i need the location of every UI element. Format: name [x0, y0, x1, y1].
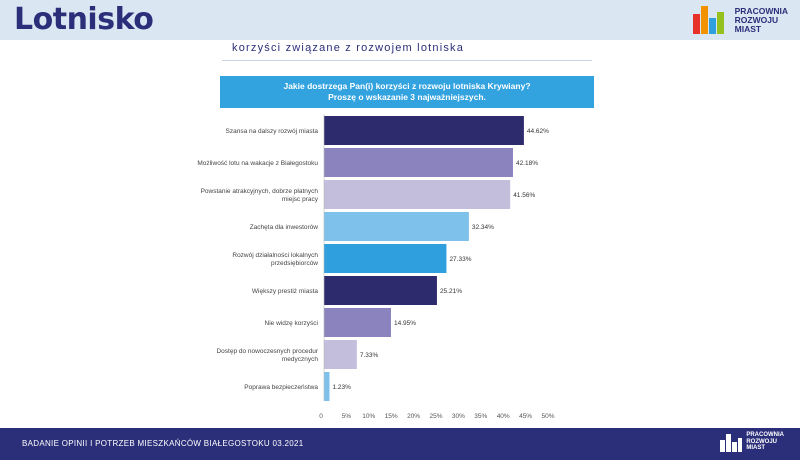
- logo-bars-icon: [692, 6, 729, 34]
- footer-logo-line-2: ROZWOJU: [746, 438, 777, 445]
- x-tick-label-1: 5%: [342, 413, 352, 420]
- value-label-9: 1.23%: [333, 384, 352, 391]
- footer-logo: PRACOWNIA ROZWOJU MIAST: [720, 432, 784, 452]
- page-title: Lotnisko: [14, 2, 154, 37]
- value-label-4: 32.34%: [472, 224, 494, 231]
- brand-logo: PRACOWNIA ROZWOJU MIAST: [692, 6, 788, 34]
- logo-text: PRACOWNIA ROZWOJU MIAST: [735, 7, 788, 34]
- bar-2: [324, 148, 513, 177]
- value-label-8: 7.33%: [360, 352, 379, 359]
- bar-8: [324, 340, 357, 369]
- value-label-7: 14.95%: [394, 320, 416, 327]
- category-label-8: Dostęp do nowoczesnych procedur medycznyc…: [216, 348, 318, 363]
- logo-line-2: ROZWOJU: [734, 15, 779, 25]
- bar-7: [324, 308, 391, 337]
- category-label-4: Zachęta dla inwestorów: [250, 224, 319, 231]
- footer-text: BADANIE OPINII I POTRZEB MIESZKAŃCÓW BIA…: [22, 439, 304, 448]
- bar-9: [324, 372, 330, 401]
- value-label-2: 42.18%: [516, 160, 538, 167]
- subtitle-divider: [222, 60, 592, 61]
- bar-5: [324, 244, 447, 273]
- x-tick-label-8: 40%: [497, 413, 510, 420]
- bar-6: [324, 276, 437, 305]
- category-label-1: Szansa na dalszy rozwój miasta: [226, 128, 319, 135]
- question-line-1: Jakie dostrzega Pan(i) korzyści z rozwoj…: [283, 81, 531, 91]
- question-line-2: Proszę o wskazanie 3 najważniejszych.: [328, 92, 486, 102]
- footer-logo-line-1: PRACOWNIA: [746, 432, 784, 438]
- x-tick-label-0: 0: [319, 413, 323, 420]
- section-subtitle: korzyści związane z rozwojem lotniska: [232, 42, 465, 54]
- category-label-9: Poprawa bezpieczeństwa: [244, 384, 318, 391]
- bar-3: [324, 180, 511, 209]
- x-tick-label-10: 50%: [541, 413, 554, 420]
- footer-logo-bars-icon: [720, 433, 743, 452]
- bar-4: [324, 212, 469, 241]
- footer-logo-text: PRACOWNIA ROZWOJU MIAST: [746, 432, 784, 452]
- x-tick-label-6: 30%: [452, 413, 465, 420]
- footer-logo-line-3: MIAST: [746, 445, 765, 451]
- x-tick-label-3: 15%: [385, 413, 398, 420]
- value-label-3: 41.56%: [513, 192, 535, 199]
- x-tick-label-4: 20%: [407, 413, 420, 420]
- x-tick-label-5: 25%: [429, 413, 442, 420]
- bar-1: [324, 116, 524, 145]
- category-label-6: Większy prestiż miasta: [252, 288, 318, 295]
- category-label-3: Powstanie atrakcyjnych, dobrze płatnych m…: [201, 188, 319, 203]
- footer-bar: BADANIE OPINII I POTRZEB MIESZKAŃCÓW BIA…: [0, 428, 800, 460]
- header-bar: Lotnisko PRACOWNIA ROZWOJU MIAST: [0, 0, 800, 40]
- logo-line-1: PRACOWNIA: [734, 6, 788, 16]
- bar-chart: 44.62% Szansa na dalszy rozwój miasta 42.1…: [197, 114, 555, 420]
- x-tick-label-9: 45%: [519, 413, 532, 420]
- x-tick-label-2: 10%: [362, 413, 375, 420]
- logo-line-3: MIAST: [734, 24, 762, 34]
- value-label-1: 44.62%: [527, 128, 549, 135]
- category-label-2: Możliwość lotu na wakacje z Białegostoku: [197, 160, 318, 167]
- question-box: Jakie dostrzega Pan(i) korzyści z rozwoj…: [220, 76, 594, 108]
- value-label-5: 27.33%: [449, 256, 471, 263]
- value-label-6: 25.21%: [440, 288, 462, 295]
- category-label-5: Rozwój działalności lokalnych przedsiębio…: [232, 252, 318, 267]
- x-tick-label-7: 35%: [474, 413, 487, 420]
- category-label-7: Nie widzę korzyści: [265, 320, 318, 327]
